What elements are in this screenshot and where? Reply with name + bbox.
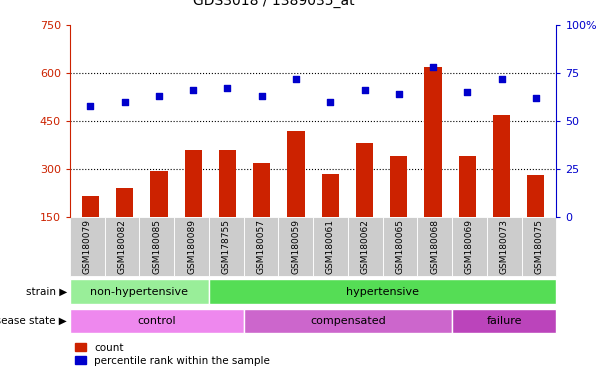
FancyBboxPatch shape bbox=[209, 280, 556, 304]
Bar bbox=[219, 151, 236, 217]
Bar bbox=[424, 66, 441, 217]
Point bbox=[120, 99, 130, 105]
FancyBboxPatch shape bbox=[70, 309, 244, 333]
Text: GSM180089: GSM180089 bbox=[187, 219, 196, 274]
Text: failure: failure bbox=[486, 316, 522, 326]
FancyBboxPatch shape bbox=[70, 280, 209, 304]
Text: GSM180085: GSM180085 bbox=[152, 219, 161, 274]
Text: GSM180069: GSM180069 bbox=[465, 219, 474, 274]
Point bbox=[428, 64, 438, 70]
Point bbox=[188, 87, 198, 93]
Bar bbox=[527, 175, 544, 217]
Text: GSM180057: GSM180057 bbox=[257, 219, 266, 274]
Point bbox=[463, 89, 472, 95]
FancyBboxPatch shape bbox=[452, 309, 556, 333]
Text: non-hypertensive: non-hypertensive bbox=[91, 287, 188, 297]
Text: strain ▶: strain ▶ bbox=[26, 287, 67, 297]
Point bbox=[394, 91, 404, 97]
Text: compensated: compensated bbox=[310, 316, 385, 326]
Text: GSM180059: GSM180059 bbox=[291, 219, 300, 274]
Text: GSM180079: GSM180079 bbox=[83, 219, 92, 274]
FancyBboxPatch shape bbox=[244, 309, 452, 333]
Point bbox=[86, 103, 95, 109]
Bar bbox=[253, 163, 271, 217]
Point bbox=[291, 76, 301, 82]
Bar bbox=[150, 170, 168, 217]
Bar bbox=[82, 196, 99, 217]
Text: GSM180073: GSM180073 bbox=[500, 219, 509, 274]
Text: GDS3018 / 1389035_at: GDS3018 / 1389035_at bbox=[193, 0, 355, 8]
Point bbox=[223, 85, 232, 91]
Bar bbox=[185, 150, 202, 217]
Bar bbox=[322, 174, 339, 217]
Point bbox=[257, 93, 266, 99]
Text: GSM180065: GSM180065 bbox=[395, 219, 404, 274]
Bar bbox=[390, 156, 407, 217]
Legend: count, percentile rank within the sample: count, percentile rank within the sample bbox=[75, 343, 270, 366]
Point bbox=[154, 93, 164, 99]
Text: GSM180062: GSM180062 bbox=[361, 219, 370, 274]
Bar bbox=[458, 156, 476, 217]
Bar bbox=[356, 143, 373, 217]
Point bbox=[531, 95, 541, 101]
Point bbox=[360, 87, 370, 93]
Point bbox=[325, 99, 335, 105]
Text: GSM180082: GSM180082 bbox=[117, 219, 126, 274]
Text: control: control bbox=[137, 316, 176, 326]
Text: disease state ▶: disease state ▶ bbox=[0, 316, 67, 326]
Bar bbox=[493, 115, 510, 217]
Text: GSM178755: GSM178755 bbox=[222, 219, 231, 274]
Text: GSM180075: GSM180075 bbox=[534, 219, 544, 274]
Bar bbox=[116, 188, 133, 217]
Text: hypertensive: hypertensive bbox=[346, 287, 419, 297]
Point bbox=[497, 76, 506, 82]
Text: GSM180061: GSM180061 bbox=[326, 219, 335, 274]
Bar bbox=[288, 131, 305, 217]
Text: GSM180068: GSM180068 bbox=[430, 219, 439, 274]
